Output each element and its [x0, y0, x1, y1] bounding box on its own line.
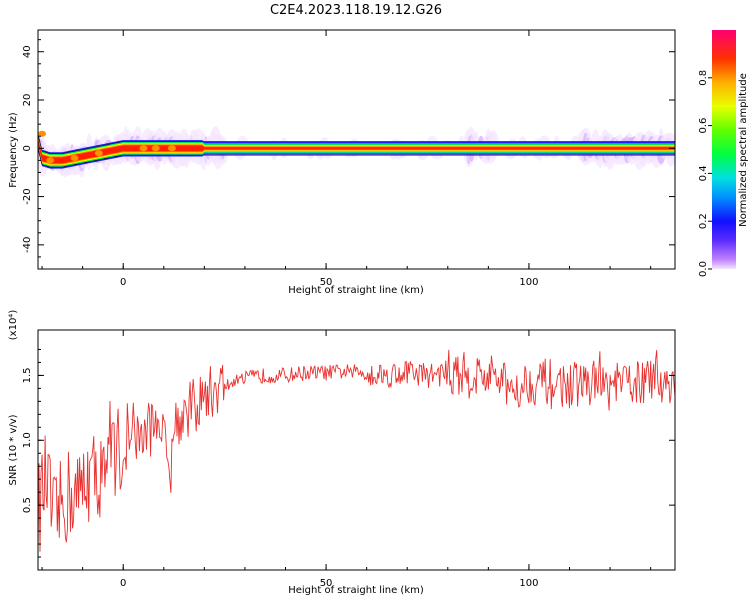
heatmap-ytick-label: 0	[22, 145, 33, 151]
heatmap-frame	[37, 29, 676, 270]
colorbar-tick-label: 0.2	[698, 213, 709, 229]
heatmap-ytick-label: 40	[22, 45, 33, 58]
figure-title: C2E4.2023.118.19.12.G26	[270, 3, 442, 18]
heatmap-ytick-label: -20	[22, 188, 33, 204]
heatmap-ytick-label: 20	[22, 94, 33, 107]
heatmap-hotspot	[46, 157, 55, 164]
snr-panel: 0 50 100 0.5 1.0 1.5 SNR (10 * v/v) (x10⁴) He…	[8, 310, 676, 596]
snr-ytick-label: 1.5	[22, 367, 33, 383]
colorbar-tick-label: 0.0	[698, 261, 709, 277]
heatmap-ytick-label: -40	[22, 237, 33, 253]
snr-xlabel: Height of straight line (km)	[288, 585, 424, 596]
heatmap-band	[38, 136, 675, 166]
heatmap-band-edge	[38, 147, 675, 168]
snr-xtick-label: 0	[120, 578, 126, 589]
heatmap-band	[38, 137, 675, 164]
heatmap-hotspot	[94, 150, 103, 157]
snr-series-line	[38, 349, 675, 552]
colorbar-tick-label: 0.4	[698, 165, 709, 181]
colorbar-label: Normalized spectral amplitude	[738, 73, 749, 227]
heatmap-hotspot	[151, 145, 160, 152]
snr-ylabel: SNR (10 * v/v)	[8, 414, 19, 485]
heatmap-panel: 0 50 100 -40 -20 0 20 40 Frequency (Hz) Height …	[8, 29, 676, 296]
colorbar-gradient	[712, 30, 736, 269]
snr-xtick-label: 50	[320, 578, 333, 589]
snr-frame	[37, 329, 676, 571]
heatmap-xtick-label: 0	[120, 277, 126, 288]
snr-ytick-label: 0.5	[22, 497, 33, 513]
colorbar-tick-label: 0.8	[698, 70, 709, 86]
heatmap-ylabel: Frequency (Hz)	[8, 112, 19, 188]
heatmap-xlabel: Height of straight line (km)	[288, 285, 424, 296]
heatmap-xtick-label: 50	[320, 277, 333, 288]
snr-xtick-label: 100	[519, 578, 538, 589]
snr-ytick-label: 1.0	[22, 432, 33, 448]
colorbar-tick-label: 0.6	[698, 118, 709, 134]
heatmap-hotspot	[38, 130, 47, 137]
heatmap-hotspot	[70, 154, 79, 161]
heatmap-xtick-label: 100	[519, 277, 538, 288]
heatmap-hotspot	[139, 145, 148, 152]
heatmap-hotspot	[167, 145, 176, 152]
colorbar: 0.0 0.2 0.4 0.6 0.8 Normalized spectral ampl…	[698, 30, 749, 277]
snr-multiplier: (x10⁴)	[8, 310, 19, 341]
heatmap-band-edge	[38, 134, 675, 154]
